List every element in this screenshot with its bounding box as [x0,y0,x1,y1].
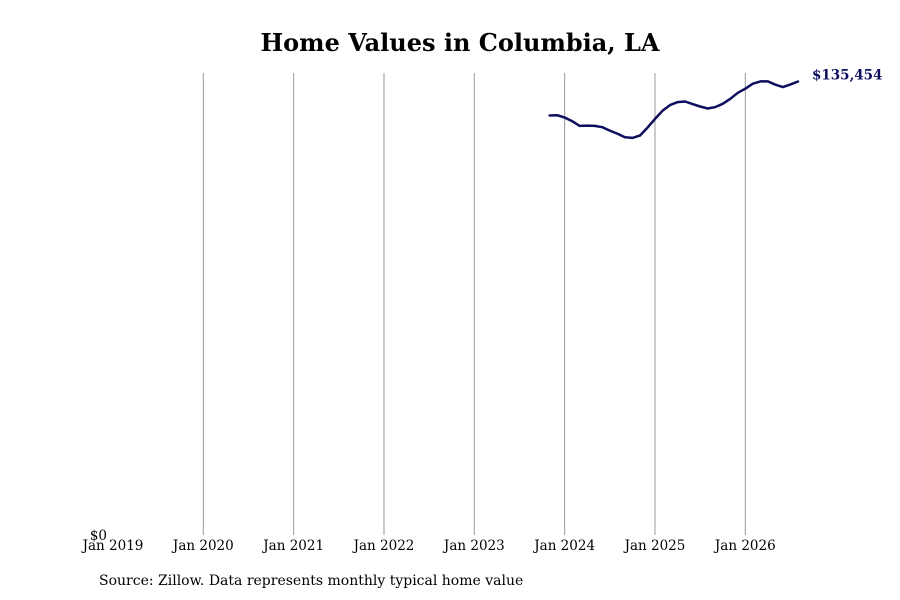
data-point [789,83,792,86]
series-layer: $135,454 [548,68,882,140]
data-point [548,114,551,117]
y-tick-label: $0 [90,528,107,544]
data-point [737,92,739,94]
data-point [578,125,581,127]
data-point [706,107,709,110]
data-point [654,118,656,120]
x-tick-label: Jan 2023 [442,538,505,554]
x-tick-label: Jan 2019 [81,538,144,554]
x-tick-label: Jan 2026 [713,538,776,554]
data-point [571,120,573,122]
tick-labels: Jan 2019 Jan 2020 Jan 2021 Jan 2022 Jan 2023… [81,528,776,554]
x-tick-label: Jan 2024 [532,538,595,554]
data-point [782,86,784,88]
data-point [624,136,626,139]
data-point [721,103,724,105]
data-point [616,132,619,135]
data-point [631,137,634,139]
data-point [639,134,641,137]
data-point [609,129,611,132]
grid-lines [202,73,746,535]
data-point [586,124,588,127]
end-value-label: $135,454 [812,68,882,84]
data-point [594,125,596,127]
data-point [699,105,701,108]
data-point [676,101,679,103]
data-point [556,114,558,116]
data-point [759,80,762,83]
data-point [752,82,754,85]
source-note: Source: Zillow. Data represents monthly … [99,573,524,589]
x-tick-label: Jan 2025 [623,538,686,554]
data-point [744,87,747,90]
data-point [646,126,649,129]
data-point [669,104,671,106]
x-tick-label: Jan 2021 [261,538,324,554]
data-point [563,116,566,119]
data-point [684,100,686,103]
data-point [601,126,604,128]
series-line [548,80,800,140]
data-point [774,83,777,86]
data-point [767,80,769,83]
data-point [797,80,799,83]
data-point [714,106,716,108]
x-tick-label: Jan 2020 [171,538,234,554]
x-tick-label: Jan 2022 [352,538,415,554]
data-point [729,98,732,100]
chart-title: Home Values in Columbia, LA [260,28,660,57]
data-point [691,103,694,105]
data-point [661,110,664,112]
